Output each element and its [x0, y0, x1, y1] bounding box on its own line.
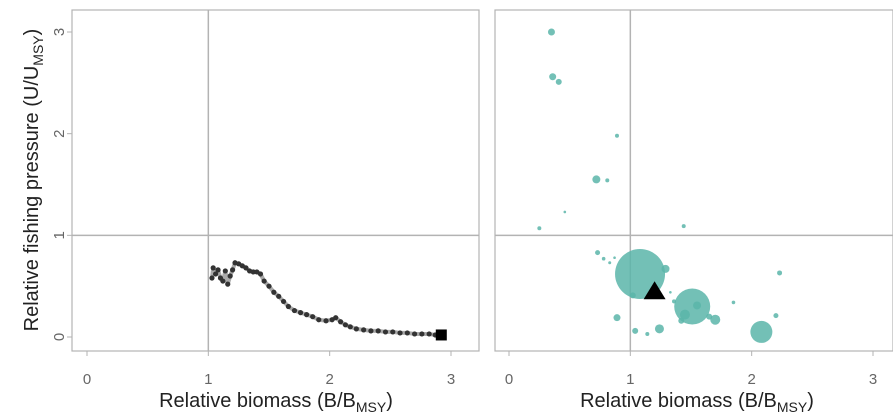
scatter-point: [678, 317, 685, 324]
scatter-point: [613, 314, 621, 322]
scatter-point: [595, 250, 601, 256]
trajectory-point: [285, 303, 292, 310]
trajectory-point: [213, 271, 219, 277]
scatter-point: [681, 224, 686, 229]
trajectory-point: [243, 265, 249, 271]
scatter-point: [613, 256, 616, 260]
trajectory-point: [225, 281, 231, 287]
scatter-point: [710, 314, 721, 325]
scatter-point: [605, 178, 610, 183]
trajectory-point: [261, 278, 267, 284]
trajectory-point: [333, 315, 339, 321]
scatter-point: [601, 256, 606, 261]
scatter-point: [632, 327, 639, 334]
trajectory-point: [337, 319, 344, 325]
trajectory-point: [266, 283, 272, 289]
trajectory-point: [230, 267, 236, 273]
scatter-point: [777, 270, 783, 276]
x-tick-label: 3: [869, 371, 877, 388]
scatter-point: [629, 292, 636, 299]
trajectory-point: [342, 322, 349, 328]
trajectory-point: [271, 289, 277, 295]
current-status-triangle: [643, 281, 666, 300]
trajectory-point: [426, 331, 432, 337]
x-tick-label: 0: [83, 371, 91, 388]
x-tick-label: 2: [747, 371, 755, 388]
x-tick-label: 3: [447, 371, 455, 388]
end-square-marker: [435, 329, 447, 341]
scatter-point: [645, 331, 650, 336]
trajectory-point: [257, 271, 264, 277]
trajectory-point: [412, 331, 418, 337]
x-tick-label: 1: [204, 371, 212, 388]
scatter-point: [693, 301, 702, 310]
scatter-point: [537, 226, 542, 231]
trajectory-point: [304, 312, 310, 318]
trajectory-point: [220, 278, 226, 284]
scatter-point: [679, 309, 690, 320]
trajectory-point: [210, 265, 216, 271]
trajectory-point: [222, 268, 228, 274]
trajectory-point: [209, 275, 215, 281]
x-tick-label: 0: [505, 371, 513, 388]
trajectory-point: [250, 269, 256, 275]
x-tick-label: 1: [626, 371, 634, 388]
trajectory-point: [310, 314, 316, 320]
trajectory-point: [297, 310, 304, 316]
trajectory-point: [397, 330, 403, 336]
scatter-point: [549, 73, 557, 81]
trajectory-point: [390, 329, 396, 335]
panel-frame: [71, 9, 480, 352]
left-panel: 0 1 2 3 0 1 2 3: [51, 9, 480, 388]
right-panel: 0 1 2 3: [494, 9, 893, 388]
scatter-point: [555, 78, 562, 85]
x-tick-label: 2: [325, 371, 333, 388]
trajectory-point: [361, 327, 367, 333]
axis-labels: Relative biomass (B/BMSY) Relative biomas…: [21, 29, 814, 415]
scatter-point: [661, 264, 670, 273]
scatter-point: [669, 290, 672, 294]
trajectory-point: [375, 328, 381, 334]
trajectory-point: [353, 326, 359, 332]
x-axis-title: Relative biomass (B/BMSY): [159, 390, 393, 415]
scatter-point: [608, 261, 612, 265]
scatter-point: [547, 28, 555, 36]
trajectory-point: [323, 318, 329, 324]
trajectory-point: [382, 329, 389, 335]
scatter-point: [731, 300, 736, 305]
trajectory-point: [404, 330, 410, 336]
y-tick-label: 0: [51, 333, 68, 341]
scatter-point: [773, 313, 779, 319]
y-tick-label: 2: [51, 129, 68, 137]
trajectory-point: [276, 293, 282, 299]
y-axis-title: Relative fishing pressure (U/UMSY): [21, 29, 46, 332]
scatter-point: [614, 133, 619, 138]
trajectory-point: [347, 324, 353, 330]
scatter-point: [654, 324, 664, 334]
trajectory-point: [291, 307, 298, 314]
x-axis-title: Relative biomass (B/BMSY): [580, 390, 814, 415]
trajectory-point: [316, 317, 322, 323]
trajectory-point: [280, 298, 287, 305]
trajectory-point: [419, 331, 425, 337]
y-tick-label: 3: [51, 28, 68, 36]
scatter-point: [563, 210, 567, 214]
y-tick-label: 1: [51, 231, 68, 239]
scatter-point: [592, 175, 601, 184]
trajectory-point: [227, 273, 233, 279]
trajectory-point: [215, 267, 221, 273]
trajectory-point: [368, 328, 374, 334]
scatter-point: [750, 320, 773, 343]
